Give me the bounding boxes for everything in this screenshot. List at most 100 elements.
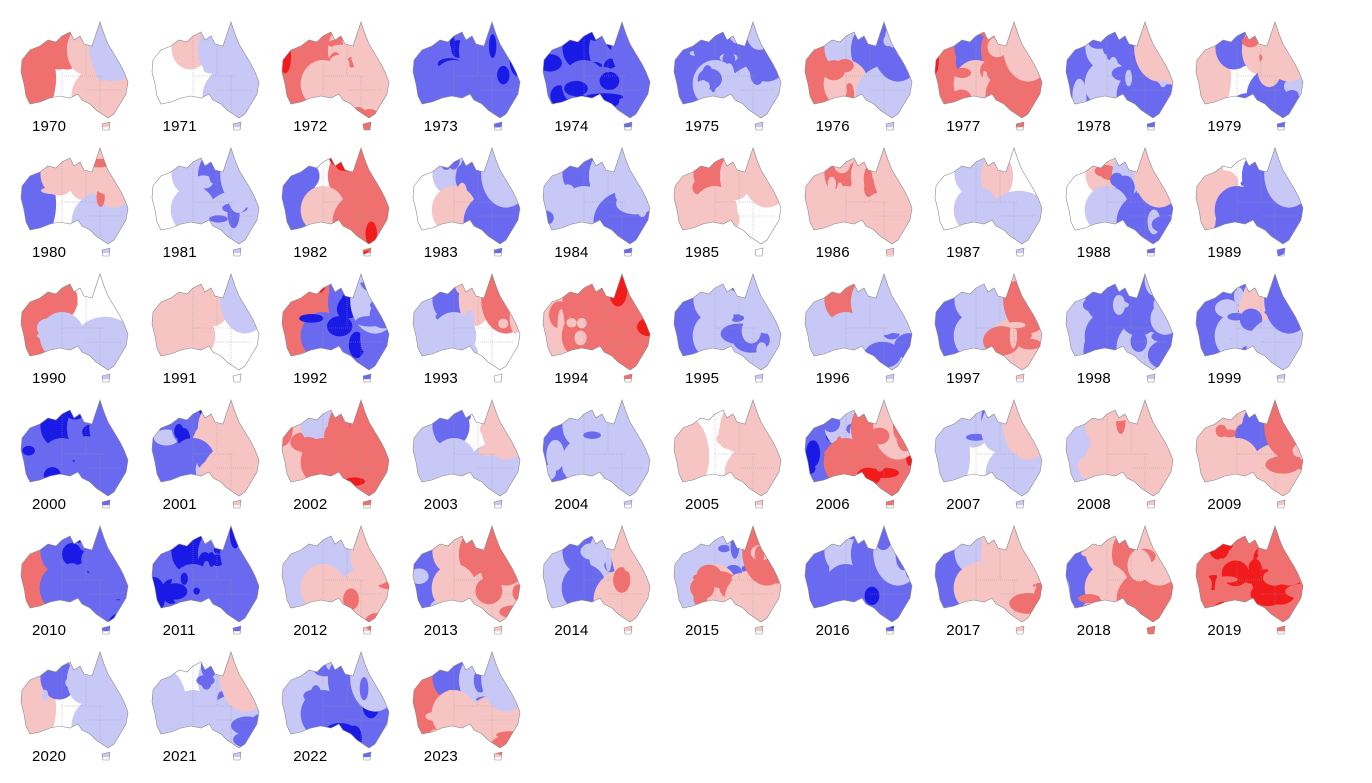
anomaly-blob <box>93 323 102 332</box>
tasmania-outline <box>624 499 633 509</box>
anomaly-blob <box>996 80 1014 112</box>
anomaly-blob <box>94 400 108 412</box>
tasmania-outline <box>362 247 372 257</box>
anomaly-blob <box>282 171 292 200</box>
anomaly-blob <box>202 560 210 578</box>
state-borders <box>192 540 253 618</box>
map-panel-2002: 2002 <box>265 388 395 514</box>
anomaly-blob <box>640 107 651 123</box>
map-panel-1987: 1987 <box>918 136 1048 262</box>
anomaly-blob <box>886 32 912 43</box>
anomaly-blob <box>714 206 740 233</box>
year-label: 1996 <box>815 370 850 387</box>
anomaly-blob <box>944 583 956 621</box>
anomaly-blob <box>355 315 385 327</box>
anomaly-blob <box>1152 400 1162 418</box>
australia-map <box>281 525 390 635</box>
anomaly-blob <box>364 25 384 34</box>
anomaly-blob <box>832 590 850 604</box>
anomaly-blob <box>904 554 912 578</box>
state-borders <box>1106 540 1167 618</box>
anomaly-blob <box>1240 308 1263 331</box>
tasmania-outline <box>624 121 633 131</box>
australia-map <box>1065 21 1174 131</box>
mainland-outline <box>1196 147 1304 245</box>
australia-map <box>934 525 1043 635</box>
anomaly-blob <box>577 317 588 329</box>
anomaly-blob <box>192 587 200 595</box>
anomaly-blob <box>1081 549 1098 558</box>
anomaly-blob <box>225 491 252 504</box>
year-label: 2022 <box>293 748 328 765</box>
anomaly-blob <box>690 576 715 600</box>
anomaly-blob <box>444 703 469 722</box>
anomaly-blob <box>1135 22 1143 48</box>
mainland-outline <box>934 525 1043 623</box>
anomaly-blob <box>498 318 509 329</box>
anomaly-blob <box>55 654 64 670</box>
anomaly-blob <box>1215 212 1226 238</box>
anomaly-blob <box>1095 562 1103 584</box>
state-borders <box>1106 36 1167 114</box>
anomaly-blob <box>328 358 354 382</box>
anomaly-blob <box>1227 312 1245 321</box>
anomaly-blob <box>1082 603 1104 613</box>
state-borders <box>453 540 514 618</box>
anomaly-blob <box>190 205 207 215</box>
anomaly-blob <box>1033 107 1043 126</box>
anomaly-blob <box>464 309 474 332</box>
anomaly-blob <box>935 327 946 337</box>
map-panel-2015: 2015 <box>657 514 787 640</box>
year-label: 1979 <box>1207 118 1242 135</box>
anomaly-blob <box>631 152 651 168</box>
anomaly-blob <box>634 274 651 278</box>
tasmania-outline <box>1015 499 1025 509</box>
anomaly-blob <box>1130 330 1147 352</box>
anomaly-blob <box>1016 288 1032 303</box>
anomaly-blob <box>1252 480 1285 498</box>
state-borders <box>1237 162 1298 240</box>
anomaly-blob <box>507 22 520 29</box>
anomaly-blob <box>771 29 781 62</box>
anomaly-blob <box>643 33 650 41</box>
map-panel-1994: 1994 <box>526 262 656 388</box>
anomaly-blob <box>289 563 305 578</box>
tasmania-outline <box>754 499 764 509</box>
tasmania-outline <box>362 121 372 131</box>
anomaly-blob <box>1242 38 1251 46</box>
map-panel-1975: 1975 <box>657 10 787 136</box>
state-borders <box>61 36 122 114</box>
anomaly-region <box>219 22 259 82</box>
tasmania-outline <box>885 625 894 635</box>
tasmania-outline <box>1015 121 1025 131</box>
anomaly-region <box>480 652 520 712</box>
mainland-outline <box>543 21 651 119</box>
map-panel-1988: 1988 <box>1049 136 1179 262</box>
year-label: 1981 <box>162 244 197 261</box>
anomaly-blob <box>966 168 974 192</box>
anomaly-blob <box>1007 547 1022 569</box>
australia-map <box>412 147 521 257</box>
anomaly-blob <box>728 293 735 309</box>
anomaly-blob <box>340 734 351 748</box>
mainland-outline <box>673 147 782 245</box>
anomaly-blob <box>804 593 815 601</box>
state-borders <box>845 414 906 492</box>
anomaly-blob <box>510 484 520 504</box>
anomaly-blob <box>233 22 258 44</box>
tasmania-outline <box>101 751 111 761</box>
anomaly-blob <box>302 325 315 335</box>
map-panel-1970: 1970 <box>4 10 134 136</box>
australia-map <box>281 147 390 257</box>
anomaly-blob <box>952 406 975 422</box>
anomaly-blob <box>1084 423 1094 430</box>
state-borders <box>453 36 514 114</box>
anomaly-blob <box>496 65 510 85</box>
australia-map <box>412 273 521 383</box>
anomaly-blob <box>23 97 41 119</box>
anomaly-blob <box>41 689 49 701</box>
anomaly-blob <box>298 32 317 55</box>
mainland-outline <box>151 399 259 497</box>
tasmania-outline <box>1277 373 1286 383</box>
anomaly-region <box>985 190 1043 254</box>
